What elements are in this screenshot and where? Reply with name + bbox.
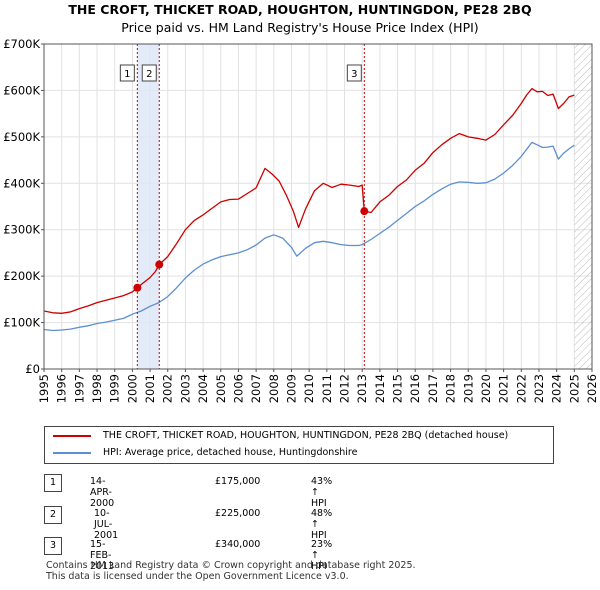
legend-item-property: THE CROFT, THICKET ROAD, HOUGHTON, HUNTI…: [53, 430, 508, 441]
transaction-price: £340,000: [215, 539, 261, 550]
x-tick-label: 1996: [55, 374, 69, 403]
transaction-hpi: 23% ↑ HPI: [311, 539, 333, 572]
x-tick-label: 2010: [302, 374, 316, 403]
transaction-label: 2: [146, 69, 152, 80]
x-tick-label: 2004: [196, 374, 210, 403]
transaction-number: 3: [44, 537, 62, 555]
transaction-price: £225,000: [215, 508, 261, 519]
y-tick-label: £400K: [3, 176, 40, 190]
y-tick-label: £200K: [3, 269, 40, 283]
transaction-hpi: 48% ↑ HPI: [311, 508, 333, 541]
x-tick-label: 2008: [267, 374, 281, 403]
transaction-date: 10-JUL-2001: [94, 508, 119, 541]
footer: Contains HM Land Registry data © Crown c…: [46, 560, 416, 582]
transaction-date: 14-APR-2000: [90, 476, 115, 509]
x-tick-label: 2013: [355, 374, 369, 403]
x-tick-label: 2002: [161, 374, 175, 403]
x-tick-label: 2007: [249, 374, 263, 403]
legend: THE CROFT, THICKET ROAD, HOUGHTON, HUNTI…: [44, 426, 554, 464]
transaction-label: 3: [351, 69, 357, 80]
chart-subtitle: Price paid vs. HM Land Registry's House …: [121, 20, 479, 35]
x-tick-label: 2020: [479, 374, 493, 403]
legend-label-property: THE CROFT, THICKET ROAD, HOUGHTON, HUNTI…: [103, 430, 509, 441]
legend-swatch-property: [53, 434, 91, 437]
hpi-line: [44, 141, 575, 332]
x-tick-label: 2022: [514, 374, 528, 403]
legend-swatch-hpi: [53, 451, 91, 454]
transaction-hpi: 43% ↑ HPI: [311, 476, 333, 509]
transaction-point: [133, 283, 142, 292]
x-tick-label: 1995: [37, 374, 51, 403]
y-tick-label: £700K: [3, 37, 40, 51]
x-tick-label: 2011: [320, 374, 334, 403]
x-tick-label: 2026: [585, 374, 599, 403]
transaction-label-box: [119, 64, 135, 82]
x-tick-label: 2005: [214, 374, 228, 403]
chart-title: THE CROFT, THICKET ROAD, HOUGHTON, HUNTI…: [68, 2, 532, 17]
transaction-label-box: [346, 64, 362, 82]
footer-copyright: Contains HM Land Registry data © Crown c…: [46, 560, 416, 571]
transaction-point: [155, 260, 164, 269]
transaction-label: 1: [124, 69, 130, 80]
x-tick-label: 2016: [408, 374, 422, 403]
price-chart: 1 2 3 £0 £100K £200K £300K £400K £500K £600K £700…: [3, 37, 599, 403]
x-tick-label: 1997: [72, 374, 86, 403]
y-tick-label: £100K: [3, 316, 40, 330]
x-tick-label: 2000: [125, 374, 139, 403]
transaction-point: [360, 207, 369, 216]
x-tick-label: 2018: [444, 374, 458, 403]
x-tick-label: 2024: [550, 374, 564, 403]
y-tick-label: £300K: [3, 223, 40, 237]
x-tick-label: 2021: [497, 374, 511, 403]
y-tick-label: £0: [25, 362, 40, 376]
purchase-span-shade: [137, 44, 160, 369]
y-tick-label: £600K: [3, 83, 40, 97]
x-tick-label: 2012: [338, 374, 352, 403]
transaction-number: 2: [44, 506, 62, 524]
legend-item-hpi: HPI: Average price, detached house, Hunt…: [53, 447, 357, 458]
x-tick-label: 2025: [567, 374, 581, 403]
y-tick-label: £500K: [3, 130, 40, 144]
x-tick-label: 2015: [391, 374, 405, 403]
transaction-price: £175,000: [215, 476, 261, 487]
transaction-number: 1: [44, 474, 62, 492]
future-hatch-region: [574, 44, 592, 369]
x-tick-label: 2023: [532, 374, 546, 403]
footer-license: This data is licensed under the Open Gov…: [46, 571, 349, 582]
x-tick-label: 2003: [178, 374, 192, 403]
x-tick-label: 2017: [426, 374, 440, 403]
x-tick-label: 1999: [108, 374, 122, 403]
x-tick-label: 2001: [143, 374, 157, 403]
plot-frame: [43, 43, 593, 370]
x-tick-label: 2014: [373, 374, 387, 403]
x-tick-label: 1998: [90, 374, 104, 403]
legend-label-hpi: HPI: Average price, detached house, Hunt…: [103, 447, 358, 458]
plot-area: [44, 44, 592, 369]
x-tick-label: 2006: [231, 374, 245, 403]
transaction-label-box: [141, 64, 157, 82]
x-tick-label: 2019: [461, 374, 475, 403]
transaction-date: 15-FEB-2013: [90, 539, 115, 572]
x-tick-label: 2009: [284, 374, 298, 403]
